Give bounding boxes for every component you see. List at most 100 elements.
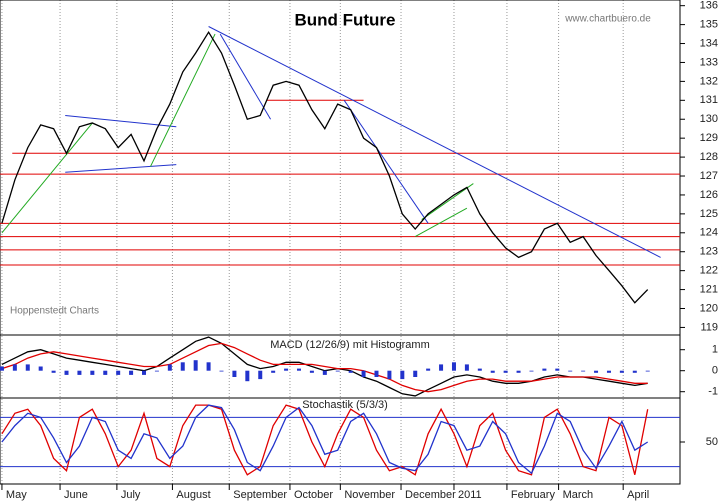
series-line bbox=[1, 404, 649, 476]
histogram-bar bbox=[568, 370, 573, 372]
histogram-bar bbox=[258, 370, 263, 380]
histogram-bar bbox=[296, 368, 301, 371]
histogram-bar bbox=[167, 364, 172, 371]
x-tick-label: 2011 bbox=[458, 489, 482, 501]
histogram-bar bbox=[335, 370, 340, 372]
y-tick-label: 133 bbox=[700, 56, 718, 68]
histogram-bar bbox=[594, 370, 599, 373]
histogram-bar bbox=[426, 368, 431, 371]
y-tick-label: 123 bbox=[700, 246, 718, 258]
trend-line bbox=[219, 33, 272, 120]
trend-line bbox=[1, 122, 93, 234]
histogram-bar bbox=[490, 370, 495, 373]
panel-title: MACD (12/26/9) mit Histogramm bbox=[270, 339, 430, 351]
histogram-bar bbox=[322, 370, 327, 375]
y-tick-label: 134 bbox=[700, 37, 718, 49]
histogram-bar bbox=[129, 370, 134, 375]
histogram-bar bbox=[413, 370, 418, 377]
histogram-bar bbox=[180, 362, 185, 371]
x-tick-label: May bbox=[6, 489, 27, 501]
histogram-bar bbox=[348, 370, 353, 373]
y-tick-label: 125 bbox=[700, 208, 718, 220]
panel-frame bbox=[0, 397, 681, 485]
histogram-bar bbox=[116, 370, 121, 375]
histogram-bar bbox=[632, 370, 637, 373]
series-line bbox=[1, 30, 649, 304]
y-tick-label: 119 bbox=[700, 321, 718, 333]
histogram-bar bbox=[206, 362, 211, 371]
histogram-bar bbox=[606, 370, 611, 373]
trend-line bbox=[65, 114, 177, 128]
panel-title: Stochastik (5/3/3) bbox=[302, 399, 388, 411]
x-tick-label: December bbox=[405, 489, 456, 501]
histogram-bar bbox=[387, 370, 392, 380]
y-tick-label: 136 bbox=[700, 0, 718, 12]
y-tick-label: 120 bbox=[700, 302, 718, 314]
histogram-bar bbox=[529, 370, 534, 372]
series-line bbox=[1, 404, 649, 475]
histogram-bar bbox=[51, 370, 56, 373]
x-tick-label: September bbox=[233, 489, 287, 501]
y-tick-label: 131 bbox=[700, 94, 718, 106]
histogram-bar bbox=[555, 368, 560, 371]
histogram-bar bbox=[516, 370, 521, 373]
y-tick-label: 50 bbox=[706, 436, 718, 448]
y-tick-label: 124 bbox=[700, 227, 718, 239]
x-tick-label: June bbox=[64, 489, 88, 501]
histogram-bar bbox=[232, 370, 237, 377]
trend-line bbox=[343, 100, 429, 224]
y-tick-label: 135 bbox=[700, 19, 718, 31]
histogram-bar bbox=[477, 368, 482, 371]
histogram-bar bbox=[154, 370, 159, 372]
histogram-bar bbox=[451, 362, 456, 371]
histogram-bar bbox=[619, 370, 624, 373]
histogram-bar bbox=[400, 370, 405, 380]
y-tick-label: -1 bbox=[708, 386, 718, 398]
histogram-bar bbox=[12, 364, 17, 371]
histogram-bar bbox=[90, 370, 95, 375]
histogram-bar bbox=[503, 370, 508, 373]
histogram-bar bbox=[245, 370, 250, 382]
trend-line bbox=[208, 26, 661, 258]
histogram-bar bbox=[439, 364, 444, 371]
histogram-bar bbox=[103, 370, 108, 375]
trend-line bbox=[414, 207, 468, 238]
histogram-bar bbox=[542, 368, 547, 371]
x-tick-label: November bbox=[344, 489, 395, 501]
trend-line bbox=[421, 183, 474, 220]
trend-line bbox=[150, 33, 216, 167]
x-tick-label: February bbox=[511, 489, 556, 501]
x-tick-label: October bbox=[294, 489, 333, 501]
y-tick-label: 126 bbox=[700, 189, 718, 201]
trend-line bbox=[65, 164, 177, 173]
histogram-bar bbox=[464, 364, 469, 371]
y-tick-label: 132 bbox=[700, 75, 718, 87]
x-tick-label: August bbox=[176, 489, 210, 501]
x-tick-label: July bbox=[121, 489, 141, 501]
histogram-bar bbox=[64, 370, 69, 375]
chart-title: Bund Future bbox=[294, 10, 395, 29]
histogram-bar bbox=[142, 370, 147, 375]
x-tick-label: April bbox=[627, 489, 649, 501]
histogram-bar bbox=[271, 370, 276, 373]
histogram-bar bbox=[645, 370, 650, 372]
x-tick-label: March bbox=[563, 489, 594, 501]
y-tick-label: 122 bbox=[700, 265, 718, 277]
y-tick-label: 130 bbox=[700, 113, 718, 125]
histogram-bar bbox=[309, 370, 314, 373]
y-tick-label: 0 bbox=[712, 365, 718, 377]
histogram-bar bbox=[25, 364, 30, 371]
histogram-bar bbox=[581, 370, 586, 372]
y-tick-label: 127 bbox=[700, 170, 718, 182]
histogram-bar bbox=[0, 366, 4, 371]
series-line bbox=[1, 342, 648, 393]
histogram-bar bbox=[38, 366, 43, 371]
y-tick-label: 121 bbox=[700, 283, 718, 295]
y-tick-label: 1 bbox=[712, 344, 718, 356]
note: Hoppenstedt Charts bbox=[10, 306, 99, 317]
source: www.chartbuero.de bbox=[564, 14, 651, 25]
y-tick-label: 129 bbox=[700, 132, 718, 144]
